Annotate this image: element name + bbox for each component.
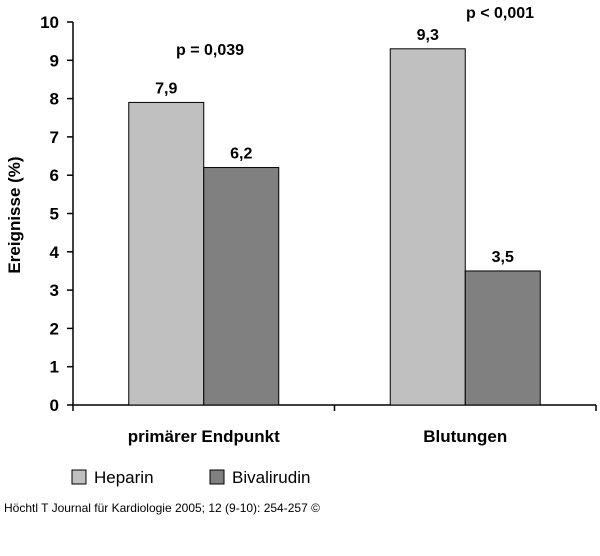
x-category-label: primärer Endpunkt (128, 427, 280, 446)
y-tick-label: 10 (40, 13, 59, 32)
y-tick-label: 1 (50, 358, 59, 377)
bar-bivalirudin (464, 270, 541, 406)
y-tick-label: 4 (50, 243, 60, 262)
data-label: 7,9 (155, 80, 177, 97)
p-value-annotation: p < 0,001 (466, 5, 534, 22)
bar-heparin (389, 48, 466, 406)
y-tick-label: 8 (50, 90, 59, 109)
y-tick-label: 5 (50, 205, 59, 224)
data-label: 6,2 (230, 146, 252, 163)
data-label: 3,5 (492, 249, 514, 266)
legend-label-bivalirudin: Bivalirudin (232, 468, 310, 487)
y-axis-label: Ereignisse (%) (5, 156, 24, 273)
plot-area: 0 1 2 3 4 5 6 7 8 9 10 7,9 6,2 primärer Endpunkt 9,3 3,… (40, 5, 597, 487)
legend-swatch-heparin (71, 469, 87, 485)
y-tick-label: 7 (50, 128, 59, 147)
y-tick-label: 0 (50, 396, 59, 415)
bar-bivalirudin (203, 167, 280, 406)
source-citation: Höchtl T Journal für Kardiologie 2005; 1… (4, 501, 320, 515)
y-tick-label: 9 (50, 51, 59, 70)
x-category-label: Blutungen (423, 427, 507, 446)
y-tick-label: 6 (50, 166, 59, 185)
y-tick-label: 2 (50, 319, 59, 338)
data-label: 9,3 (417, 27, 439, 44)
y-tick-label: 3 (50, 281, 59, 300)
legend-label-heparin: Heparin (94, 468, 154, 487)
bar-heparin (128, 101, 205, 406)
legend-swatch-bivalirudin (209, 469, 225, 485)
p-value-annotation: p = 0,039 (176, 42, 244, 59)
